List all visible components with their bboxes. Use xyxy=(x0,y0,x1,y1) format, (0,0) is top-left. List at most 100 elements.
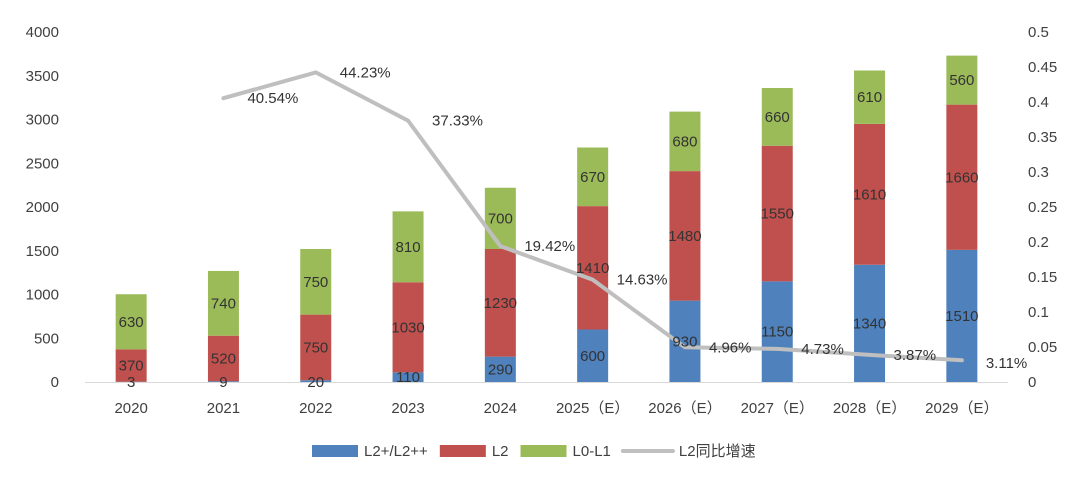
bar-value-label: 1030 xyxy=(391,319,424,336)
bar-segment-l2 xyxy=(300,314,332,381)
bar-segment-l0l1 xyxy=(300,249,332,315)
right-y-axis: 0 0.05 0.1 0.15 0.2 0.25 0.3 0.35 0.4 0.45 0.5 xyxy=(1028,24,1057,391)
growth-rate-label: 3.87% xyxy=(894,347,937,364)
right-axis-tick-label: 0.3 xyxy=(1028,164,1049,181)
growth-rate-label: 4.73% xyxy=(801,341,844,358)
x-axis-tick-label: 2022 xyxy=(299,400,332,417)
x-axis-tick-label: 2020 xyxy=(114,400,147,417)
bar-segment-l2 xyxy=(484,249,516,357)
bar-segment-l2plus xyxy=(761,281,793,382)
bar-value-label: 930 xyxy=(672,333,697,350)
bar-value-label: 560 xyxy=(949,72,974,89)
right-axis-tick-label: 0.35 xyxy=(1028,129,1057,146)
bar-segment-l0l1 xyxy=(115,294,147,350)
x-axis-tick-label: 2026（E） xyxy=(648,400,721,417)
right-axis-tick-label: 0.5 xyxy=(1028,24,1049,41)
bar-value-label: 1660 xyxy=(945,169,978,186)
left-axis-tick-label: 500 xyxy=(34,330,59,347)
growth-rate-label: 44.23% xyxy=(340,64,391,81)
bar-value-label: 9 xyxy=(219,374,227,391)
legend-label: L2同比增速 xyxy=(679,443,756,460)
left-axis-tick-label: 1500 xyxy=(26,243,59,260)
growth-rate-label: 19.42% xyxy=(524,238,575,255)
right-axis-tick-label: 0.2 xyxy=(1028,234,1049,251)
bar-segment-l2plus xyxy=(300,380,332,382)
x-axis-tick-label: 2023 xyxy=(391,400,424,417)
right-axis-tick-label: 0.45 xyxy=(1028,59,1057,76)
x-axis-tick-label: 2021 xyxy=(207,400,240,417)
bar-segment-l2 xyxy=(392,282,424,373)
right-axis-tick-label: 0.4 xyxy=(1028,94,1049,111)
bar-segment-l2 xyxy=(115,349,147,382)
bar-segment-l2plus xyxy=(484,356,516,382)
bar-segment-l2 xyxy=(577,206,609,330)
bar-segment-l0l1 xyxy=(946,55,978,105)
left-y-axis: 0 500 1000 1500 2000 2500 3000 3500 4000 xyxy=(26,24,59,391)
bar-segment-l0l1 xyxy=(761,88,793,146)
legend-swatch-l0l1 xyxy=(520,445,567,457)
bar-value-label: 1610 xyxy=(853,186,886,203)
bar-value-label: 810 xyxy=(396,239,421,256)
growth-rate-label: 40.54% xyxy=(247,90,298,107)
bar-segment-l2 xyxy=(207,335,239,382)
growth-rate-labels: 40.54% 44.23% 37.33% 19.42% 14.63% 4.96% 4.73%… xyxy=(247,64,1027,372)
bar-value-label: 3 xyxy=(127,374,135,391)
x-axis-tick-label: 2028（E） xyxy=(833,400,906,417)
legend-label: L0-L1 xyxy=(573,443,611,460)
right-axis-tick-label: 0.15 xyxy=(1028,269,1057,286)
bar-value-label: 1230 xyxy=(484,295,517,312)
bar-segment-l0l1 xyxy=(577,147,609,207)
bar-value-label: 660 xyxy=(765,109,790,126)
growth-line-path xyxy=(221,70,964,363)
left-axis-tick-label: 2500 xyxy=(26,155,59,172)
bar-value-label: 600 xyxy=(580,348,605,365)
bar-value-label: 1340 xyxy=(853,315,886,332)
bar-series xyxy=(115,55,978,382)
bar-segment-l2plus xyxy=(392,372,424,382)
bar-value-label: 370 xyxy=(119,358,144,375)
bar-value-label: 1550 xyxy=(761,206,794,223)
growth-rate-label: 4.96% xyxy=(709,339,752,356)
legend-label: L2 xyxy=(492,443,509,460)
legend: L2+/L2++ L2 L0-L1 L2同比增速 xyxy=(312,443,756,460)
x-axis: 2020 2021 2022 2023 2024 2025（E） 2026（E） 2027（E… xyxy=(85,382,1008,417)
left-axis-tick-label: 3000 xyxy=(26,112,59,129)
bar-segment-l0l1 xyxy=(207,270,239,336)
x-axis-tick-label: 2024 xyxy=(484,400,517,417)
bar-value-label: 740 xyxy=(211,295,236,312)
bar-segment-l2 xyxy=(946,104,978,250)
right-axis-tick-label: 0.25 xyxy=(1028,199,1057,216)
left-axis-tick-label: 1000 xyxy=(26,287,59,304)
right-axis-tick-label: 0.05 xyxy=(1028,339,1057,356)
bar-value-label: 1150 xyxy=(761,324,793,341)
left-axis-tick-label: 3500 xyxy=(26,68,59,85)
bar-segment-l0l1 xyxy=(392,211,424,283)
bar-segment-l0l1 xyxy=(484,187,516,249)
bar-segment-l2 xyxy=(761,145,793,282)
legend-label: L2+/L2++ xyxy=(364,443,428,460)
bar-value-label: 290 xyxy=(488,361,513,378)
bar-value-label: 610 xyxy=(857,89,882,106)
right-axis-tick-label: 0.1 xyxy=(1028,304,1049,321)
growth-rate-label: 37.33% xyxy=(432,113,483,130)
growth-rate-line xyxy=(221,70,964,363)
bar-value-label: 750 xyxy=(303,274,328,291)
legend-swatch-l2 xyxy=(439,445,486,457)
bar-value-label: 1510 xyxy=(945,308,978,325)
left-axis-tick-label: 0 xyxy=(51,374,59,391)
x-axis-tick-label: 2025（E） xyxy=(556,400,629,417)
bar-value-label: 110 xyxy=(396,369,420,386)
bar-value-label: 520 xyxy=(211,350,236,367)
growth-rate-label: 14.63% xyxy=(617,272,668,289)
bar-value-label: 1410 xyxy=(576,260,609,277)
x-axis-tick-label: 2029（E） xyxy=(925,400,998,417)
legend-swatch-l2plus xyxy=(312,445,358,457)
x-axis-tick-label: 2027（E） xyxy=(741,400,814,417)
right-axis-tick-label: 0 xyxy=(1028,374,1036,391)
bar-value-label: 680 xyxy=(672,133,697,150)
bar-segment-l0l1 xyxy=(669,111,701,172)
bar-segment-l2 xyxy=(669,171,701,301)
bar-value-label: 700 xyxy=(488,210,513,227)
